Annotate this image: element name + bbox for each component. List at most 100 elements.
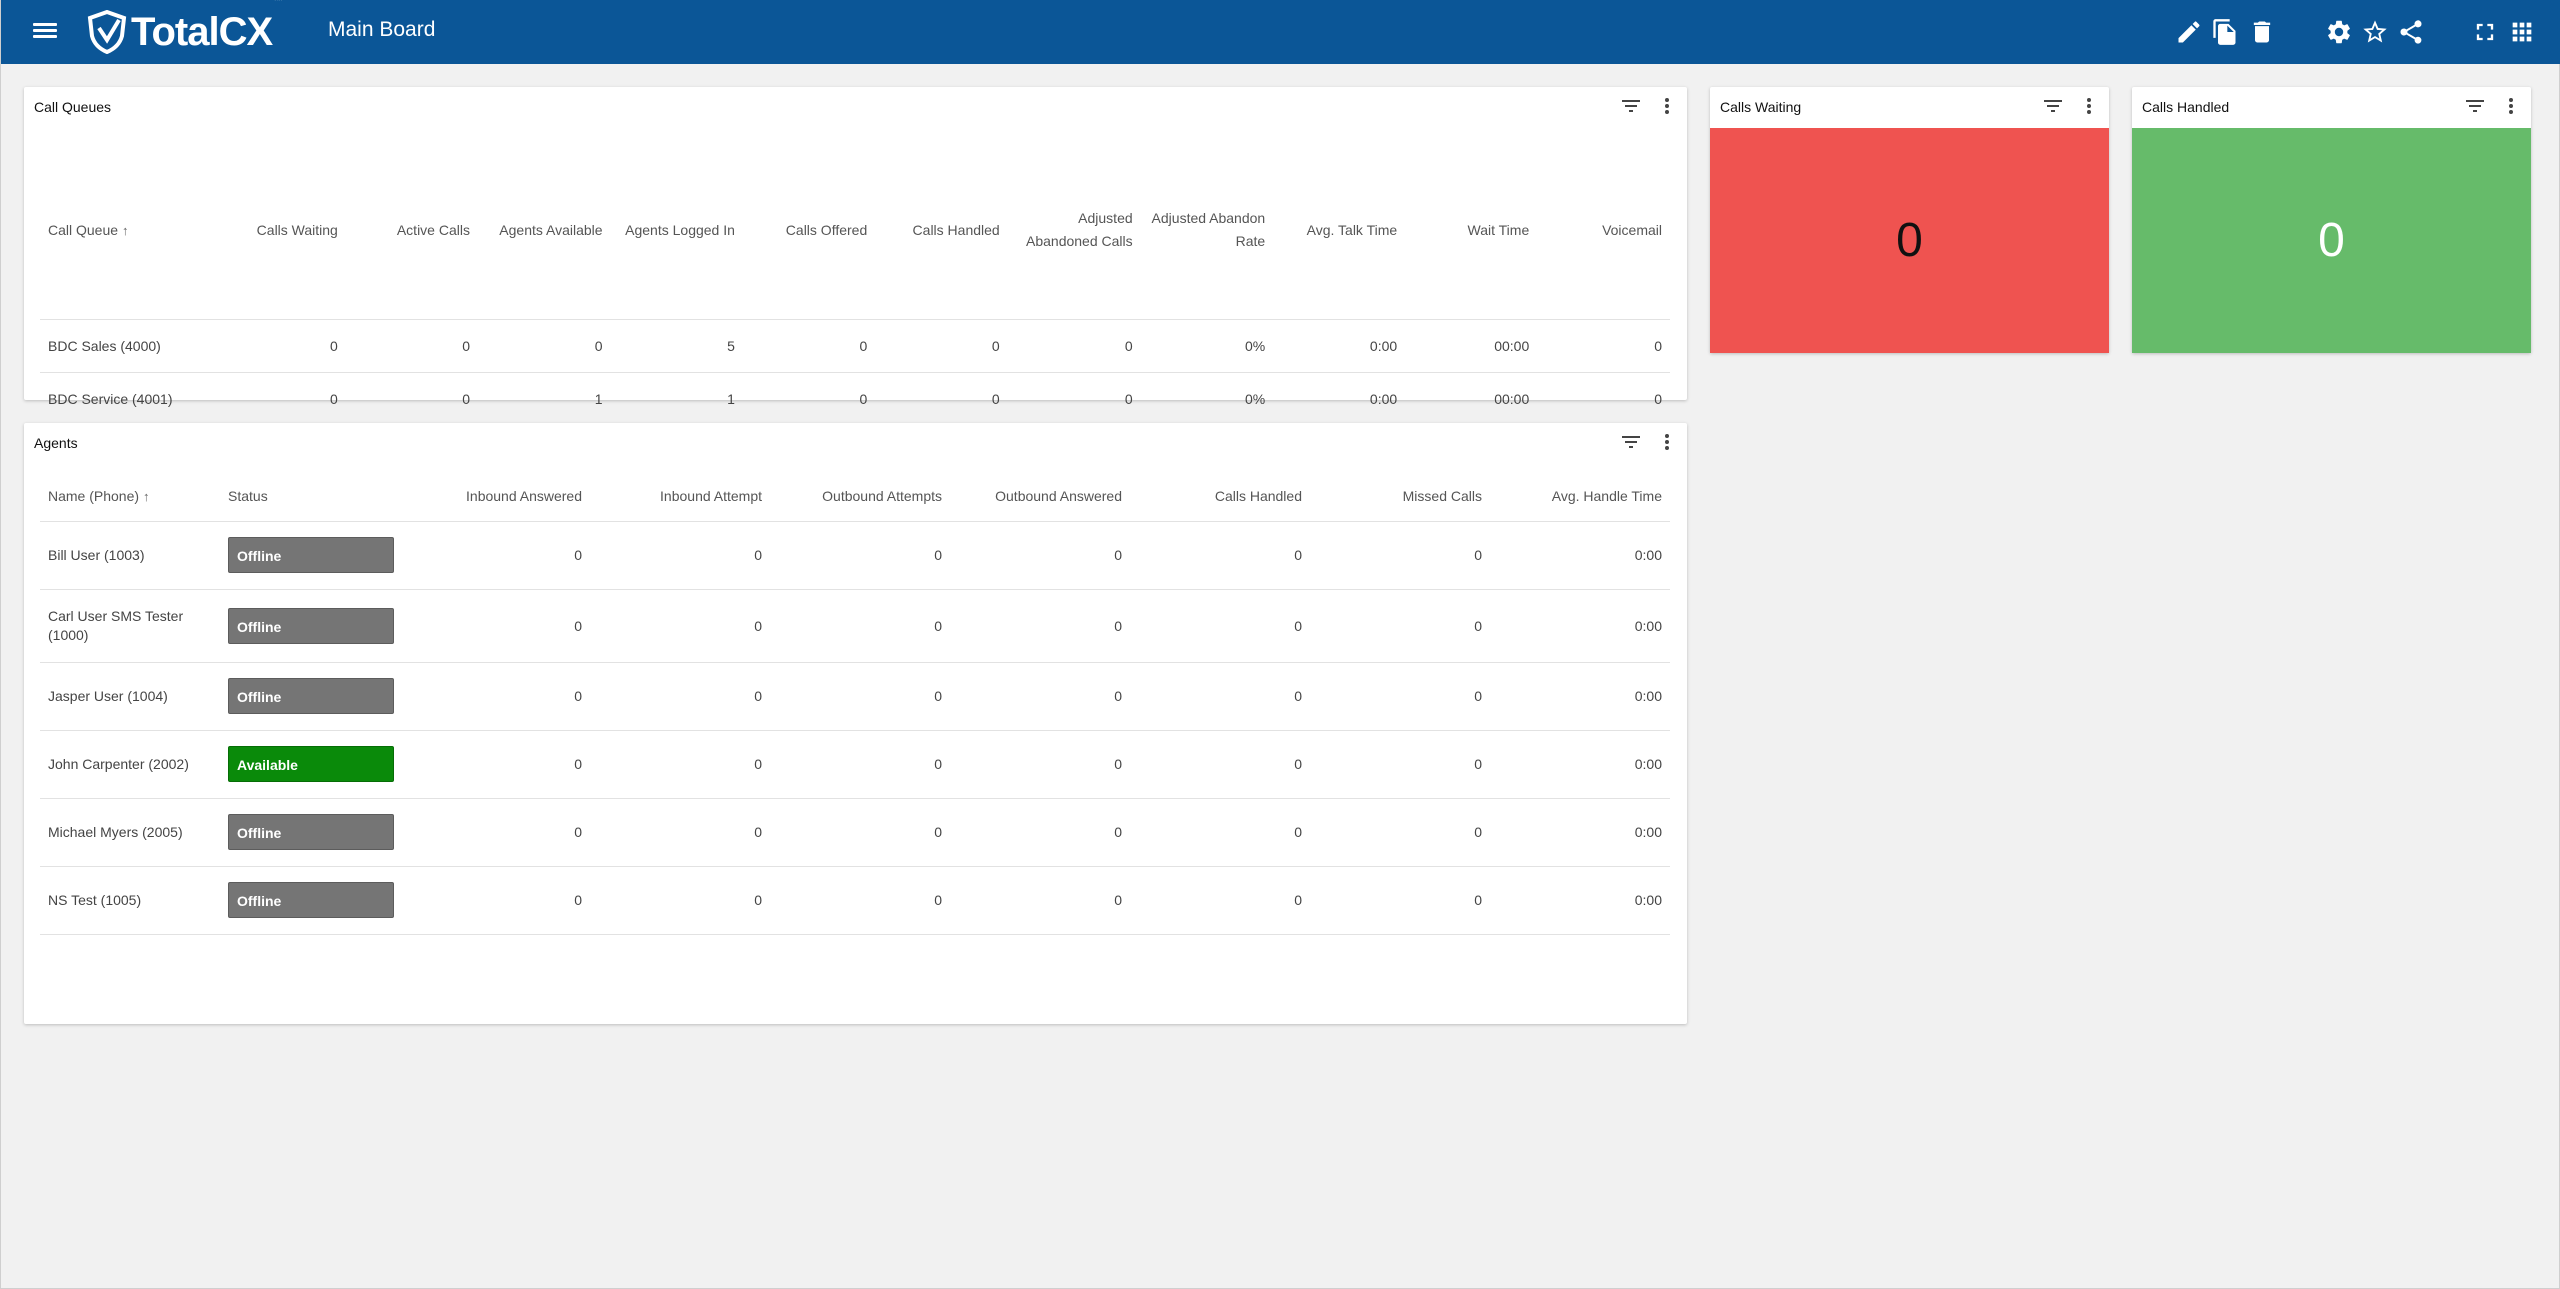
column-header[interactable]: Agents Available	[478, 142, 611, 319]
delete-icon[interactable]	[2248, 18, 2276, 46]
share-icon[interactable]	[2397, 18, 2425, 46]
calls-handled-title: Calls Handled	[2142, 99, 2230, 115]
table-cell: 0:00	[1490, 729, 1670, 798]
table-row[interactable]: BDC Sales (4000) 0 0 0 5 0 0 0 0% 0:00 00:00 0	[40, 318, 1670, 372]
table-cell: 0	[410, 588, 590, 662]
table-cell: 0	[770, 729, 950, 798]
table-row[interactable]: John Carpenter (2002) Available 0 0 0 0 0 0 0:00	[40, 729, 1670, 798]
settings-icon[interactable]	[2325, 18, 2353, 46]
status-cell: Offline	[220, 661, 410, 730]
column-header-label: Calls Offered	[785, 221, 868, 238]
more-vert-icon[interactable]	[1655, 430, 1679, 454]
column-header[interactable]: Agents Logged In	[611, 142, 743, 319]
column-header[interactable]: Avg. Talk Time	[1273, 142, 1405, 319]
status-badge[interactable]: Offline	[228, 882, 394, 918]
table-header-row: Call Queue ↑ Calls Waiting Active Calls Agen…	[40, 142, 1670, 319]
filter-icon[interactable]	[1619, 430, 1643, 454]
status-badge[interactable]: Offline	[228, 814, 394, 850]
table-row[interactable]: Jasper User (1004) Offline 0 0 0 0 0 0 0:00	[40, 661, 1670, 730]
column-header[interactable]: Calls Offered	[743, 142, 875, 319]
agents-title: Agents	[34, 435, 78, 451]
column-header-label: Avg. Handle Time	[1551, 488, 1662, 505]
status-badge[interactable]: Offline	[228, 678, 394, 714]
column-header[interactable]: Active Calls	[346, 142, 478, 319]
table-cell: 00:00	[1405, 371, 1538, 426]
filter-icon[interactable]	[2463, 94, 2487, 118]
column-header[interactable]: Call Queue ↑	[40, 142, 214, 319]
column-header[interactable]: Calls Waiting	[214, 142, 346, 319]
column-header[interactable]: Name (Phone) ↑	[40, 473, 220, 521]
table-cell: 0	[770, 520, 950, 589]
edit-icon[interactable]	[2175, 18, 2203, 46]
status-badge[interactable]: Available	[228, 746, 394, 782]
column-header-label: Voicemail	[1602, 221, 1662, 238]
status-cell: Offline	[220, 588, 410, 662]
column-header-label: Adjusted Abandon Rate	[1151, 210, 1266, 250]
agent-name-cell: Jasper User (1004)	[40, 661, 220, 730]
agents-panel: Agents Name (Phone) ↑ Status Inbound Answer…	[24, 423, 1687, 1024]
table-cell: 0:00	[1273, 371, 1406, 426]
sort-ascending-icon[interactable]: ↑	[122, 222, 129, 238]
table-cell: 0	[410, 729, 590, 798]
calls-handled-value-tile: 0	[2132, 128, 2531, 353]
table-cell: 0	[590, 520, 770, 589]
column-header[interactable]: Calls Handled	[1130, 473, 1310, 521]
menu-icon[interactable]	[31, 20, 59, 44]
column-header-label: Missed Calls	[1402, 488, 1482, 505]
table-cell: 0:00	[1490, 797, 1670, 866]
table-row[interactable]: Carl User SMS Tester (1000) Offline 0 0 0 0 0 0…	[40, 588, 1670, 662]
sort-ascending-icon[interactable]: ↑	[143, 489, 150, 505]
table-row[interactable]: Bill User (1003) Offline 0 0 0 0 0 0 0:00	[40, 520, 1670, 589]
table-row[interactable]: BDC Service (4001) 0 0 1 1 0 0 0 0% 0:00 00:00 0	[40, 371, 1670, 426]
table-cell: 0	[213, 371, 346, 426]
column-header[interactable]: Adjusted Abandon Rate	[1141, 142, 1274, 319]
column-header[interactable]: Inbound Attempt	[590, 473, 770, 521]
board-title: Main Board	[328, 18, 436, 41]
more-vert-icon[interactable]	[2077, 94, 2101, 118]
column-header-label: Inbound Attempt	[660, 488, 762, 505]
table-cell: 0:00	[1273, 318, 1406, 372]
fullscreen-icon[interactable]	[2471, 18, 2499, 46]
table-cell: 0	[345, 371, 478, 426]
column-header[interactable]: Missed Calls	[1310, 473, 1490, 521]
column-header-label: Calls Handled	[912, 221, 1000, 238]
table-cell: 0%	[1140, 318, 1274, 372]
table-row[interactable]: Michael Myers (2005) Offline 0 0 0 0 0 0 0:00	[40, 797, 1670, 866]
column-header-label: Adjusted Abandoned Calls	[1026, 210, 1133, 250]
top-app-bar: TotalCX™ Main Board	[1, 0, 2560, 64]
table-cell: 0	[1130, 661, 1310, 730]
column-header-label: Name (Phone)	[48, 488, 140, 505]
table-cell: 0	[875, 318, 1008, 372]
column-header-label: Agents Logged In	[625, 221, 735, 238]
column-header[interactable]: Status	[220, 473, 410, 521]
filter-icon[interactable]	[2041, 94, 2065, 118]
table-cell: 0	[770, 865, 950, 935]
column-header[interactable]: Inbound Answered	[410, 473, 590, 521]
column-header[interactable]: Outbound Attempts	[770, 473, 950, 521]
calls-waiting-panel: Calls Waiting 0	[1710, 87, 2109, 353]
filter-icon[interactable]	[1619, 94, 1643, 118]
status-badge[interactable]: Offline	[228, 607, 394, 644]
status-badge[interactable]: Offline	[228, 537, 394, 573]
agents-table: Name (Phone) ↑ Status Inbound Answered Inbou…	[40, 473, 1670, 935]
table-cell: 0	[1310, 588, 1490, 662]
column-header[interactable]: Outbound Answered	[950, 473, 1130, 521]
table-cell: 0	[950, 520, 1130, 589]
more-vert-icon[interactable]	[2499, 94, 2523, 118]
copy-icon[interactable]	[2211, 18, 2239, 46]
totalcx-logo[interactable]: TotalCX™	[87, 0, 283, 56]
column-header[interactable]: Avg. Handle Time	[1490, 473, 1670, 521]
apps-icon[interactable]	[2508, 18, 2536, 46]
column-header[interactable]: Wait Time	[1405, 142, 1537, 319]
calls-handled-panel: Calls Handled 0	[2132, 87, 2531, 353]
column-header[interactable]: Adjusted Abandoned Calls	[1008, 142, 1141, 319]
table-row[interactable]: NS Test (1005) Offline 0 0 0 0 0 0 0:00	[40, 865, 1670, 935]
table-cell: 0	[950, 661, 1130, 730]
table-cell: 0	[875, 371, 1008, 426]
status-cell: Offline	[220, 865, 410, 935]
more-vert-icon[interactable]	[1655, 94, 1679, 118]
column-header[interactable]: Calls Handled	[875, 142, 1007, 319]
agent-name-cell: John Carpenter (2002)	[40, 729, 220, 798]
column-header[interactable]: Voicemail	[1537, 142, 1670, 319]
star-icon[interactable]	[2361, 18, 2389, 46]
